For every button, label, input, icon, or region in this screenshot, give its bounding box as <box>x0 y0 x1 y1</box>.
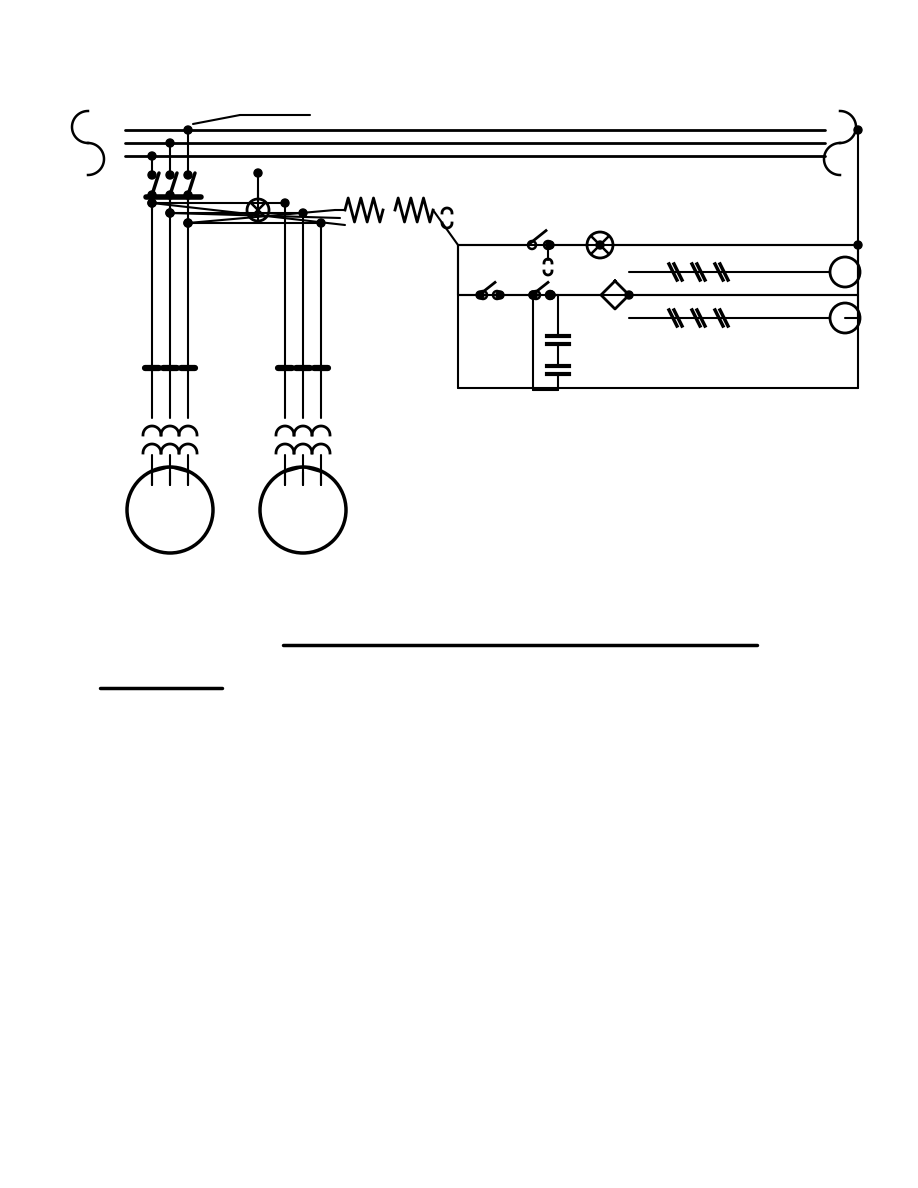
Circle shape <box>476 291 484 299</box>
Circle shape <box>148 152 156 160</box>
Circle shape <box>166 209 174 217</box>
Circle shape <box>184 171 192 179</box>
Circle shape <box>254 169 262 177</box>
Circle shape <box>281 200 289 207</box>
Circle shape <box>596 241 604 249</box>
Circle shape <box>547 291 555 299</box>
Circle shape <box>148 200 156 207</box>
Circle shape <box>148 171 156 179</box>
Circle shape <box>184 191 192 200</box>
Circle shape <box>546 241 554 249</box>
Circle shape <box>148 191 156 200</box>
Circle shape <box>547 291 555 299</box>
Circle shape <box>184 219 192 227</box>
Circle shape <box>166 139 174 147</box>
Circle shape <box>317 219 325 227</box>
Circle shape <box>854 126 862 134</box>
Circle shape <box>529 291 537 299</box>
Circle shape <box>299 209 307 217</box>
Circle shape <box>854 241 862 249</box>
Circle shape <box>148 200 156 207</box>
Circle shape <box>184 219 192 227</box>
Circle shape <box>166 209 174 217</box>
Circle shape <box>166 191 174 200</box>
Circle shape <box>166 171 174 179</box>
Circle shape <box>529 291 537 299</box>
Circle shape <box>496 291 504 299</box>
Circle shape <box>625 291 633 299</box>
Circle shape <box>184 126 192 134</box>
